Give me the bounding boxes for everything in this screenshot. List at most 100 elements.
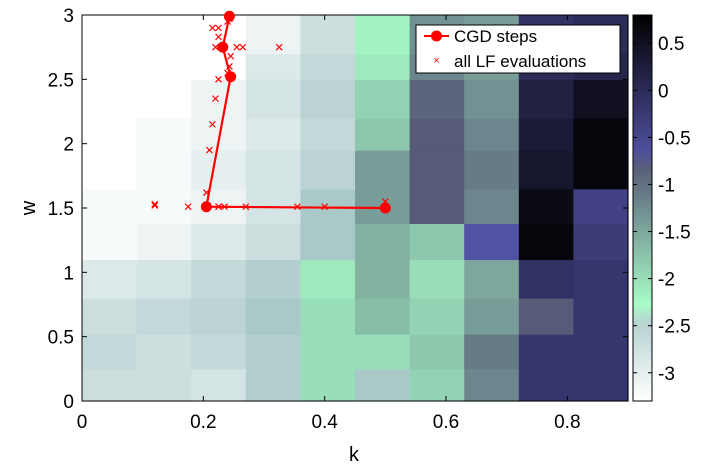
colorbar-tick-label: -3 — [658, 364, 675, 385]
lf-evaluation-marker — [233, 43, 241, 51]
colorbar-tick-label: 0.5 — [658, 34, 684, 55]
heatmap-cell — [573, 298, 629, 335]
heatmap-cell — [518, 117, 574, 151]
heatmap-cell — [464, 150, 520, 190]
heatmap-cell — [518, 79, 574, 119]
heatmap-cell — [355, 150, 411, 190]
y-tick-label: 0.5 — [48, 328, 74, 349]
heatmap-cell — [409, 188, 465, 225]
heatmap-cell — [82, 368, 138, 402]
heatmap-cell — [191, 53, 247, 80]
heatmap-cell — [245, 259, 301, 299]
legend-label-lf: all LF evaluations — [454, 52, 586, 71]
heatmap-cell — [136, 150, 192, 190]
lf-evaluation-marker — [227, 52, 235, 60]
heatmap-cell — [355, 53, 411, 80]
lf-evaluation-marker — [239, 43, 247, 51]
heatmap-cell — [300, 53, 356, 80]
heatmap-cell — [409, 298, 465, 335]
heatmap-cell — [191, 368, 247, 402]
colorbar-tick-label: 0 — [658, 81, 669, 102]
legend-label-cgd: CGD steps — [454, 27, 537, 46]
heatmap-cell — [409, 368, 465, 402]
heatmap-cell — [409, 334, 465, 370]
heatmap-cell — [573, 79, 629, 119]
heatmap-cell — [82, 117, 138, 151]
colorbar-tick-label: -1 — [658, 175, 675, 196]
heatmap-cell — [355, 334, 411, 370]
heatmap-cell — [300, 15, 356, 55]
heatmap-cell — [136, 334, 192, 370]
lf-evaluation-marker — [209, 120, 216, 128]
heatmap-cell — [518, 334, 574, 370]
cgd-step-marker — [225, 71, 237, 83]
lf-evaluation-marker — [151, 202, 159, 209]
heatmap-cell — [82, 79, 138, 119]
x-tick-label: 0.6 — [433, 412, 459, 433]
heatmap-cell — [136, 298, 192, 335]
heatmap-cell — [573, 150, 629, 190]
legend-marker-cgd — [431, 30, 442, 42]
y-tick-label: 1 — [63, 263, 74, 284]
heatmap-cell — [409, 117, 465, 151]
cgd-step-marker — [217, 41, 229, 53]
heatmap-cell — [573, 259, 629, 299]
axis-ticks: 0 0.2 0.4 0.6 0.8 0 0.5 1 1.5 2 2.5 3 — [48, 6, 628, 433]
colorbar: 0.5 0 -0.5 -1 -1.5 -2 -2.5 -3 — [632, 14, 691, 402]
heatmap-cell — [136, 223, 192, 261]
y-tick-label: 2.5 — [48, 70, 74, 91]
heatmap-cell-empty — [82, 15, 192, 55]
x-tick-label: 0.2 — [190, 412, 216, 433]
heatmap-cell — [464, 223, 520, 261]
heatmap-cell — [518, 259, 574, 299]
heatmap-cell — [191, 334, 247, 370]
x-tick-label: 0.4 — [311, 412, 338, 433]
heatmap-cell — [300, 368, 356, 402]
heatmap-cell — [573, 368, 629, 402]
heatmap-cell — [518, 298, 574, 335]
heatmap-cell — [191, 79, 247, 119]
y-tick-label: 1.5 — [48, 199, 74, 220]
heatmap-cell — [464, 368, 520, 402]
heatmap-cell — [355, 223, 411, 261]
heatmap-cell — [136, 259, 192, 299]
heatmap-cell — [518, 223, 574, 261]
heatmap-cell — [409, 223, 465, 261]
lf-evaluation-marker — [209, 24, 216, 32]
heatmap-cell — [136, 368, 192, 402]
cgd-step-marker — [200, 201, 212, 213]
heatmap-cell — [518, 150, 574, 190]
heatmap-cell — [300, 117, 356, 151]
heatmap-cell — [82, 150, 138, 190]
heatmap-cell — [245, 298, 301, 335]
heatmap-cell — [355, 298, 411, 335]
heatmap-cell — [82, 223, 138, 261]
heatmap-cell — [82, 298, 138, 335]
heatmap-cell — [464, 334, 520, 370]
heatmap-cell — [245, 368, 301, 402]
lf-evaluation-marker — [215, 33, 222, 41]
heatmap-cell — [191, 223, 247, 261]
heatmap-cell — [245, 53, 301, 80]
legend-marker-lf: × — [433, 55, 439, 67]
lf-evaluation-marker — [184, 203, 192, 211]
heatmap-cell — [191, 150, 247, 190]
heatmap-cell — [300, 150, 356, 190]
heatmap-cell — [355, 117, 411, 151]
heatmap-cell — [245, 15, 301, 55]
heatmap-cell — [355, 259, 411, 299]
heatmap-cell — [245, 79, 301, 119]
heatmap-cell — [300, 223, 356, 261]
colorbar-tick-label: -2.5 — [658, 317, 691, 338]
heatmap-cell — [245, 117, 301, 151]
heatmap-cell — [300, 259, 356, 299]
legend-box — [415, 24, 621, 74]
heatmap-cell — [355, 15, 411, 55]
heatmap-cell — [464, 79, 520, 119]
heatmap-cell — [518, 368, 574, 402]
heatmap-cell — [573, 117, 629, 151]
heatmap-cell — [464, 259, 520, 299]
data-series — [151, 10, 391, 214]
heatmap-cell — [409, 259, 465, 299]
heatmap-cell — [464, 298, 520, 335]
